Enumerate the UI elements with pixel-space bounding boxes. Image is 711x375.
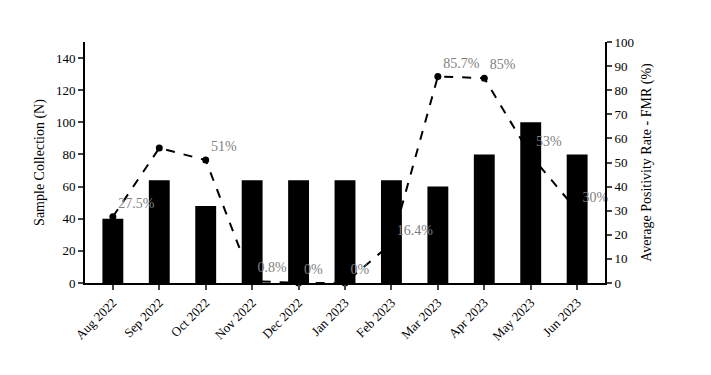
svg-text:20: 20	[615, 227, 628, 242]
svg-text:Jan 2023: Jan 2023	[308, 295, 352, 339]
svg-text:27.5%: 27.5%	[118, 196, 155, 211]
svg-text:Jun 2023: Jun 2023	[540, 295, 584, 339]
svg-text:0: 0	[615, 276, 622, 291]
svg-text:Aug 2022: Aug 2022	[72, 295, 119, 342]
svg-text:Nov 2022: Nov 2022	[212, 295, 259, 342]
svg-text:Dec 2022: Dec 2022	[259, 295, 305, 341]
svg-text:80: 80	[62, 147, 75, 162]
svg-text:90: 90	[615, 59, 628, 74]
svg-text:May 2023: May 2023	[489, 295, 537, 343]
svg-text:Sep 2022: Sep 2022	[121, 295, 166, 340]
svg-text:0: 0	[69, 276, 76, 291]
svg-text:0.8%: 0.8%	[258, 260, 288, 275]
svg-text:40: 40	[62, 211, 75, 226]
svg-text:53%: 53%	[536, 134, 562, 149]
svg-text:50: 50	[615, 155, 628, 170]
svg-text:40: 40	[615, 179, 628, 194]
svg-text:60: 60	[615, 131, 628, 146]
svg-text:10: 10	[615, 251, 628, 266]
svg-text:85.7%: 85.7%	[443, 56, 480, 71]
svg-text:16.4%: 16.4%	[397, 223, 434, 238]
svg-text:30%: 30%	[583, 190, 609, 205]
svg-text:85%: 85%	[490, 57, 516, 72]
svg-text:120: 120	[56, 83, 76, 98]
svg-text:80: 80	[615, 83, 628, 98]
svg-text:Mar 2023: Mar 2023	[398, 295, 445, 342]
svg-text:100: 100	[615, 35, 635, 50]
svg-text:30: 30	[615, 203, 628, 218]
svg-text:Sample Collection (N): Sample Collection (N)	[32, 99, 48, 226]
svg-text:140: 140	[56, 51, 76, 66]
svg-text:Feb 2023: Feb 2023	[353, 295, 398, 340]
svg-text:Apr 2023: Apr 2023	[445, 295, 491, 341]
svg-text:70: 70	[615, 107, 628, 122]
svg-text:Average Positivity Rate - FMR: Average Positivity Rate - FMR (%)	[639, 63, 655, 262]
svg-text:Oct 2022: Oct 2022	[168, 295, 213, 340]
svg-text:51%: 51%	[211, 139, 237, 154]
svg-text:60: 60	[62, 179, 75, 194]
svg-text:0%: 0%	[304, 262, 323, 277]
svg-text:0%: 0%	[350, 262, 369, 277]
svg-text:20: 20	[62, 243, 75, 258]
svg-text:100: 100	[56, 115, 76, 130]
